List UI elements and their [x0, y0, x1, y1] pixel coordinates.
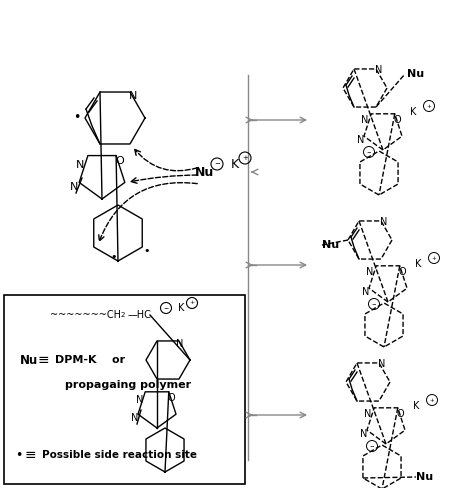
Text: N: N	[361, 115, 369, 125]
FancyBboxPatch shape	[4, 295, 245, 484]
Text: −: −	[367, 149, 371, 155]
Text: N: N	[131, 413, 139, 423]
Text: +: +	[427, 103, 431, 108]
Text: N: N	[129, 91, 137, 101]
Text: Nu: Nu	[407, 69, 424, 79]
Text: O: O	[116, 156, 124, 166]
Text: N: N	[362, 287, 370, 297]
Text: −: −	[164, 305, 169, 310]
Text: propagaing polymer: propagaing polymer	[65, 380, 191, 390]
Text: +: +	[429, 398, 434, 403]
Text: •: •	[73, 111, 81, 124]
Text: O: O	[167, 393, 175, 403]
Text: N: N	[365, 409, 372, 419]
Text: O: O	[396, 409, 404, 419]
Text: O: O	[393, 115, 401, 125]
Text: K: K	[178, 303, 184, 313]
Text: N: N	[360, 429, 368, 439]
Text: Nu: Nu	[195, 165, 214, 179]
Text: ~~~~~~~CH: ~~~~~~~CH	[50, 310, 121, 320]
Text: DPM-K    or: DPM-K or	[55, 355, 125, 365]
Text: +: +	[190, 301, 195, 305]
Text: •: •	[111, 252, 117, 262]
Text: +: +	[432, 256, 437, 261]
Text: K: K	[413, 401, 419, 411]
Text: N: N	[378, 359, 386, 369]
Text: −: −	[370, 444, 374, 448]
Text: 2: 2	[121, 312, 126, 318]
Text: K: K	[415, 259, 421, 269]
Text: K: K	[231, 158, 239, 170]
Text: O: O	[398, 267, 406, 277]
Text: −: −	[372, 302, 376, 306]
Text: Possible side reaction site: Possible side reaction site	[42, 450, 197, 460]
Text: ≡: ≡	[38, 353, 50, 367]
Text: N: N	[70, 182, 78, 192]
Text: Nu: Nu	[322, 240, 339, 250]
Text: Nu: Nu	[20, 353, 38, 366]
Text: K: K	[410, 107, 416, 117]
Text: —HC: —HC	[128, 310, 152, 320]
Text: Nu: Nu	[416, 472, 433, 482]
Text: −: −	[214, 161, 220, 167]
Text: •: •	[143, 246, 149, 256]
Text: N: N	[137, 395, 144, 405]
Text: ≡: ≡	[25, 448, 36, 462]
Text: N: N	[176, 339, 184, 349]
Text: N: N	[357, 135, 365, 145]
Text: +: +	[242, 155, 248, 161]
Text: N: N	[380, 217, 388, 227]
Text: N: N	[375, 65, 383, 75]
Text: N: N	[76, 160, 84, 170]
Text: N: N	[366, 267, 374, 277]
Text: •: •	[15, 448, 22, 462]
